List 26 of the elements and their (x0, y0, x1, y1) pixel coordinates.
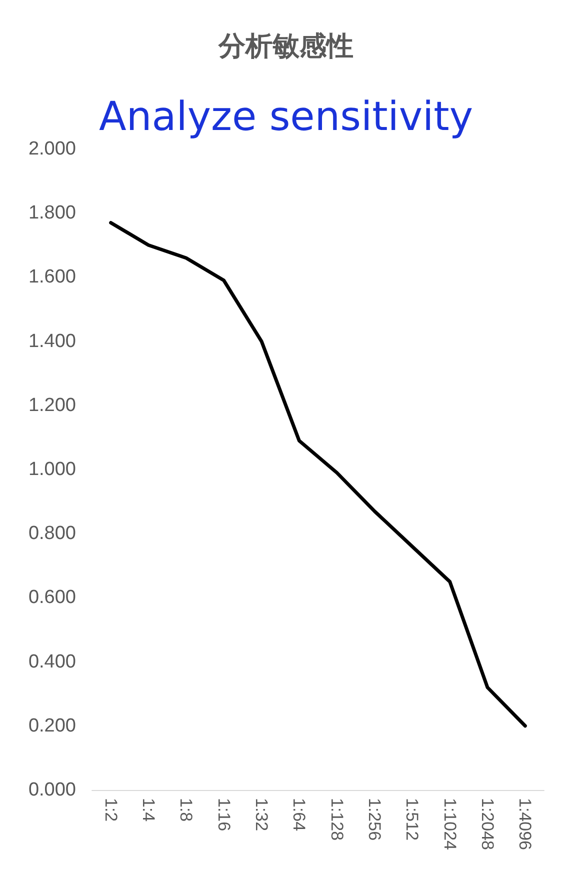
y-tick-label: 1.600 (28, 266, 76, 288)
y-tick-label: 0.200 (28, 715, 76, 736)
x-tick-label: 1:512 (402, 798, 422, 841)
y-tick-label: 1.400 (28, 330, 76, 352)
line-series (109, 220, 527, 728)
y-tick-label: 1.200 (28, 394, 76, 416)
chart-title: 分析敏感性 (218, 31, 354, 62)
chart-subtitle: Analyze sensitivity (98, 94, 474, 140)
y-tick-label: 0.800 (28, 523, 76, 544)
y-tick-label: 0.000 (28, 780, 76, 800)
x-tick-label: 1:4 (139, 798, 158, 822)
x-tick-label: 1:2048 (478, 798, 497, 850)
y-tick-label: 1.000 (28, 459, 76, 480)
x-tick-label: 1:16 (214, 798, 234, 832)
y-tick-label: 2.000 (28, 138, 76, 160)
y-tick-label: 0.600 (28, 587, 76, 608)
x-tick-label: 1:8 (176, 798, 196, 822)
x-tick-label: 1:1024 (440, 798, 460, 850)
x-tick-label: 1:32 (252, 798, 271, 832)
x-tick-label: 1:64 (290, 798, 309, 832)
x-tick-label: 1:128 (327, 798, 346, 841)
y-tick-label: 1.800 (28, 202, 76, 224)
y-tick-label: 0.400 (28, 651, 76, 672)
x-tick-label: 1:2 (101, 798, 120, 822)
x-tick-label: 1:256 (365, 798, 384, 841)
x-tick-label: 1:4096 (516, 798, 535, 850)
